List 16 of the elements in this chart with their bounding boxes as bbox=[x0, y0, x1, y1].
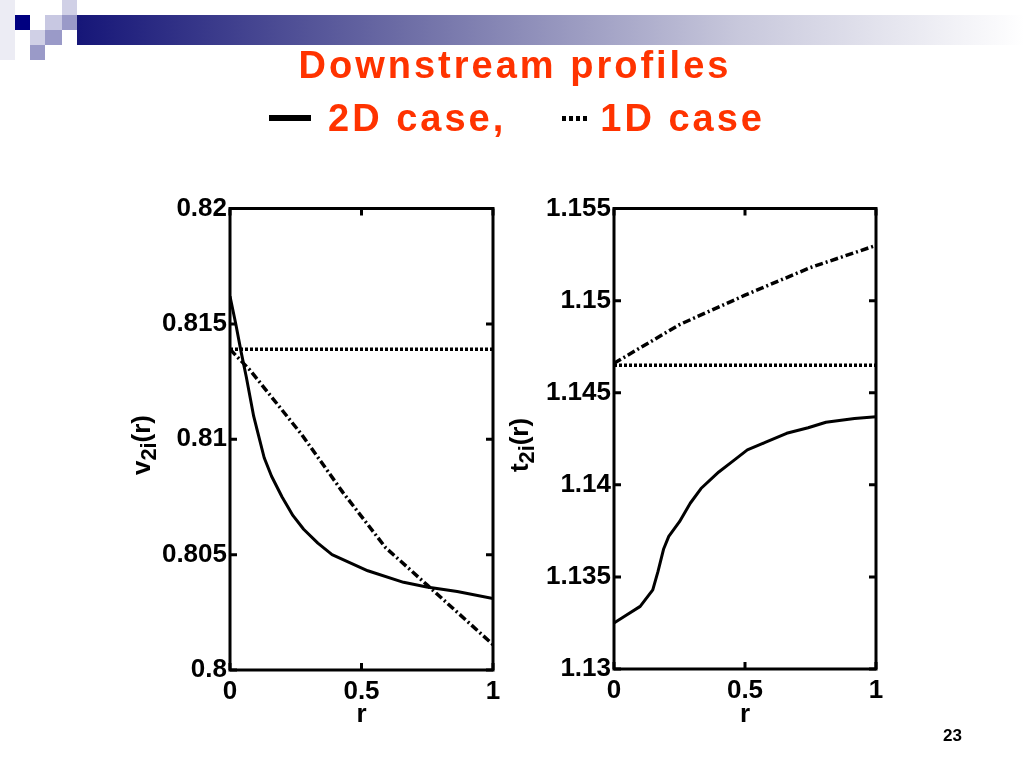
legend-label: 1D case bbox=[600, 97, 765, 139]
y-tick-label: 0.82 bbox=[176, 191, 227, 222]
y-tick-label: 1.145 bbox=[545, 375, 611, 406]
y-tick-label: 0.805 bbox=[161, 537, 227, 568]
x-tick-label: 1 bbox=[485, 674, 501, 705]
x-tick-label: 0.5 bbox=[343, 674, 380, 705]
y-tick-label: 1.155 bbox=[545, 191, 611, 222]
text: 23 bbox=[943, 726, 962, 746]
y-tick-label: 1.135 bbox=[545, 560, 611, 591]
y-tick-label: 0.815 bbox=[161, 307, 227, 338]
y-tick-label: 1.14 bbox=[560, 468, 612, 499]
chart-title: Downstream profiles bbox=[297, 44, 732, 86]
x-tick-label: 1 bbox=[868, 673, 884, 704]
y-tick-label: 0.81 bbox=[176, 422, 227, 453]
legend-label: 2D case, bbox=[328, 97, 507, 139]
y-tick-label: 1.15 bbox=[560, 283, 611, 314]
